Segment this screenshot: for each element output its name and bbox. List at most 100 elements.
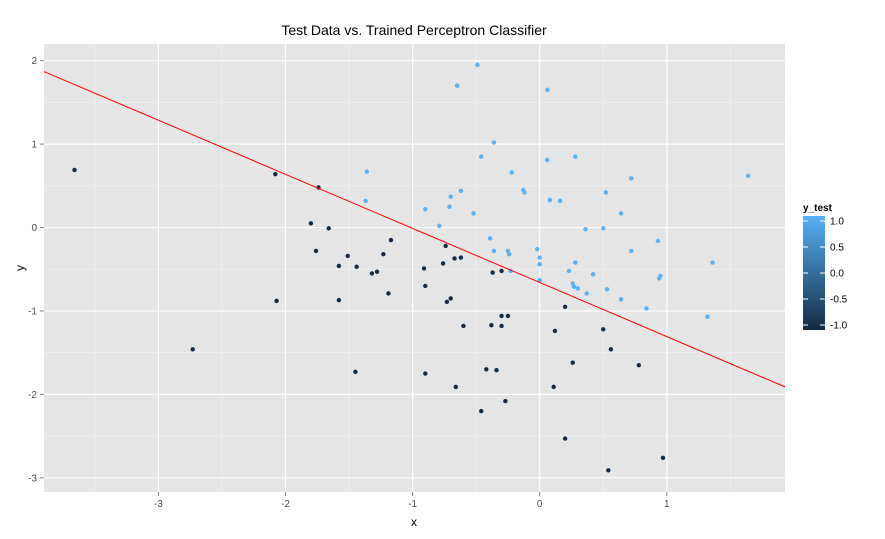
data-point bbox=[72, 167, 77, 173]
decision-line bbox=[43, 71, 786, 388]
data-point bbox=[490, 270, 495, 275]
data-point bbox=[545, 157, 550, 163]
legend-tick-label: 1.0 bbox=[830, 217, 844, 228]
major-gridlines bbox=[44, 44, 785, 492]
data-point bbox=[423, 283, 428, 289]
data-point bbox=[506, 252, 512, 257]
data-point bbox=[313, 248, 319, 254]
data-point bbox=[447, 204, 452, 209]
y-tick-label: 2 bbox=[31, 56, 37, 67]
data-point bbox=[353, 369, 358, 375]
data-point bbox=[499, 313, 504, 319]
x-axis-label: x bbox=[411, 515, 417, 529]
x-tick-label: -2 bbox=[281, 499, 290, 510]
data-point bbox=[489, 322, 494, 328]
data-point bbox=[381, 252, 386, 257]
legend-title: y_test bbox=[803, 203, 833, 214]
data-point bbox=[452, 256, 457, 261]
data-point bbox=[573, 154, 578, 159]
data-point bbox=[448, 194, 453, 199]
data-point bbox=[499, 268, 504, 274]
data-point bbox=[273, 171, 278, 177]
data-point bbox=[440, 261, 446, 266]
data-point bbox=[458, 255, 464, 260]
decision-boundary bbox=[43, 71, 786, 388]
data-point bbox=[547, 197, 553, 203]
data-point bbox=[566, 268, 572, 274]
data-point bbox=[745, 173, 751, 179]
data-point bbox=[453, 384, 459, 390]
data-point bbox=[608, 347, 614, 352]
data-point bbox=[503, 398, 508, 404]
data-point bbox=[484, 367, 489, 372]
data-point bbox=[573, 260, 578, 265]
data-point bbox=[505, 248, 511, 254]
data-point bbox=[557, 198, 563, 204]
data-point bbox=[562, 304, 568, 309]
data-point bbox=[491, 140, 497, 145]
y-tick-label: 0 bbox=[31, 223, 37, 234]
data-point bbox=[336, 297, 342, 303]
data-point bbox=[705, 314, 710, 320]
data-point bbox=[534, 247, 540, 252]
data-point bbox=[537, 262, 542, 267]
data-point bbox=[537, 277, 542, 283]
data-point bbox=[499, 323, 504, 329]
data-point bbox=[308, 221, 314, 226]
y-tick-label: 1 bbox=[31, 140, 37, 151]
data-point bbox=[604, 287, 610, 292]
legend-ticks: 1.0 0.5 0.0 -0.5 -1.0 bbox=[803, 217, 848, 332]
data-point bbox=[487, 236, 493, 241]
data-point bbox=[364, 169, 370, 174]
chart-title: Test Data vs. Trained Perceptron Classif… bbox=[281, 22, 547, 38]
x-tick-label: -1 bbox=[408, 499, 417, 510]
data-point bbox=[437, 223, 442, 229]
data-point bbox=[354, 264, 359, 269]
data-point bbox=[629, 176, 634, 181]
y-tick-label: -2 bbox=[28, 390, 37, 401]
data-point bbox=[326, 226, 331, 231]
data-point bbox=[388, 237, 394, 243]
y-axis-label: y bbox=[13, 265, 27, 271]
data-point bbox=[509, 170, 514, 175]
data-point bbox=[386, 291, 391, 296]
data-point bbox=[471, 211, 476, 216]
minor-gridlines bbox=[44, 44, 785, 492]
data-points bbox=[72, 62, 751, 473]
data-point bbox=[190, 347, 195, 352]
data-point bbox=[644, 306, 649, 311]
data-point bbox=[423, 206, 428, 212]
data-point bbox=[423, 371, 428, 376]
data-point bbox=[570, 281, 575, 286]
data-point bbox=[363, 198, 368, 204]
data-point bbox=[656, 276, 662, 281]
data-point bbox=[655, 238, 661, 244]
data-point bbox=[369, 271, 375, 276]
color-legend: y_test 1.0 0.5 0.0 -0.5 -1.0 bbox=[803, 203, 848, 332]
data-point bbox=[461, 323, 466, 329]
data-point bbox=[710, 260, 715, 265]
data-point bbox=[606, 468, 611, 473]
data-point bbox=[479, 154, 484, 159]
data-point bbox=[618, 297, 624, 302]
data-point bbox=[444, 299, 450, 304]
data-point bbox=[601, 226, 606, 231]
data-point bbox=[522, 190, 527, 195]
data-point bbox=[448, 296, 453, 301]
data-point bbox=[551, 384, 556, 390]
x-axis-ticks: -3 -2 -1 0 1 bbox=[154, 492, 670, 510]
legend-tick-label: -0.5 bbox=[830, 295, 848, 306]
y-tick-label: -3 bbox=[28, 473, 37, 484]
data-point bbox=[454, 83, 460, 88]
plot-panel bbox=[44, 44, 785, 492]
data-point bbox=[374, 269, 380, 274]
data-point bbox=[660, 455, 666, 460]
data-point bbox=[274, 298, 279, 304]
y-tick-label: -1 bbox=[28, 306, 37, 317]
data-point bbox=[570, 360, 575, 365]
data-point bbox=[443, 243, 448, 249]
data-point bbox=[345, 253, 350, 259]
data-point bbox=[618, 211, 624, 216]
data-point bbox=[552, 328, 558, 334]
